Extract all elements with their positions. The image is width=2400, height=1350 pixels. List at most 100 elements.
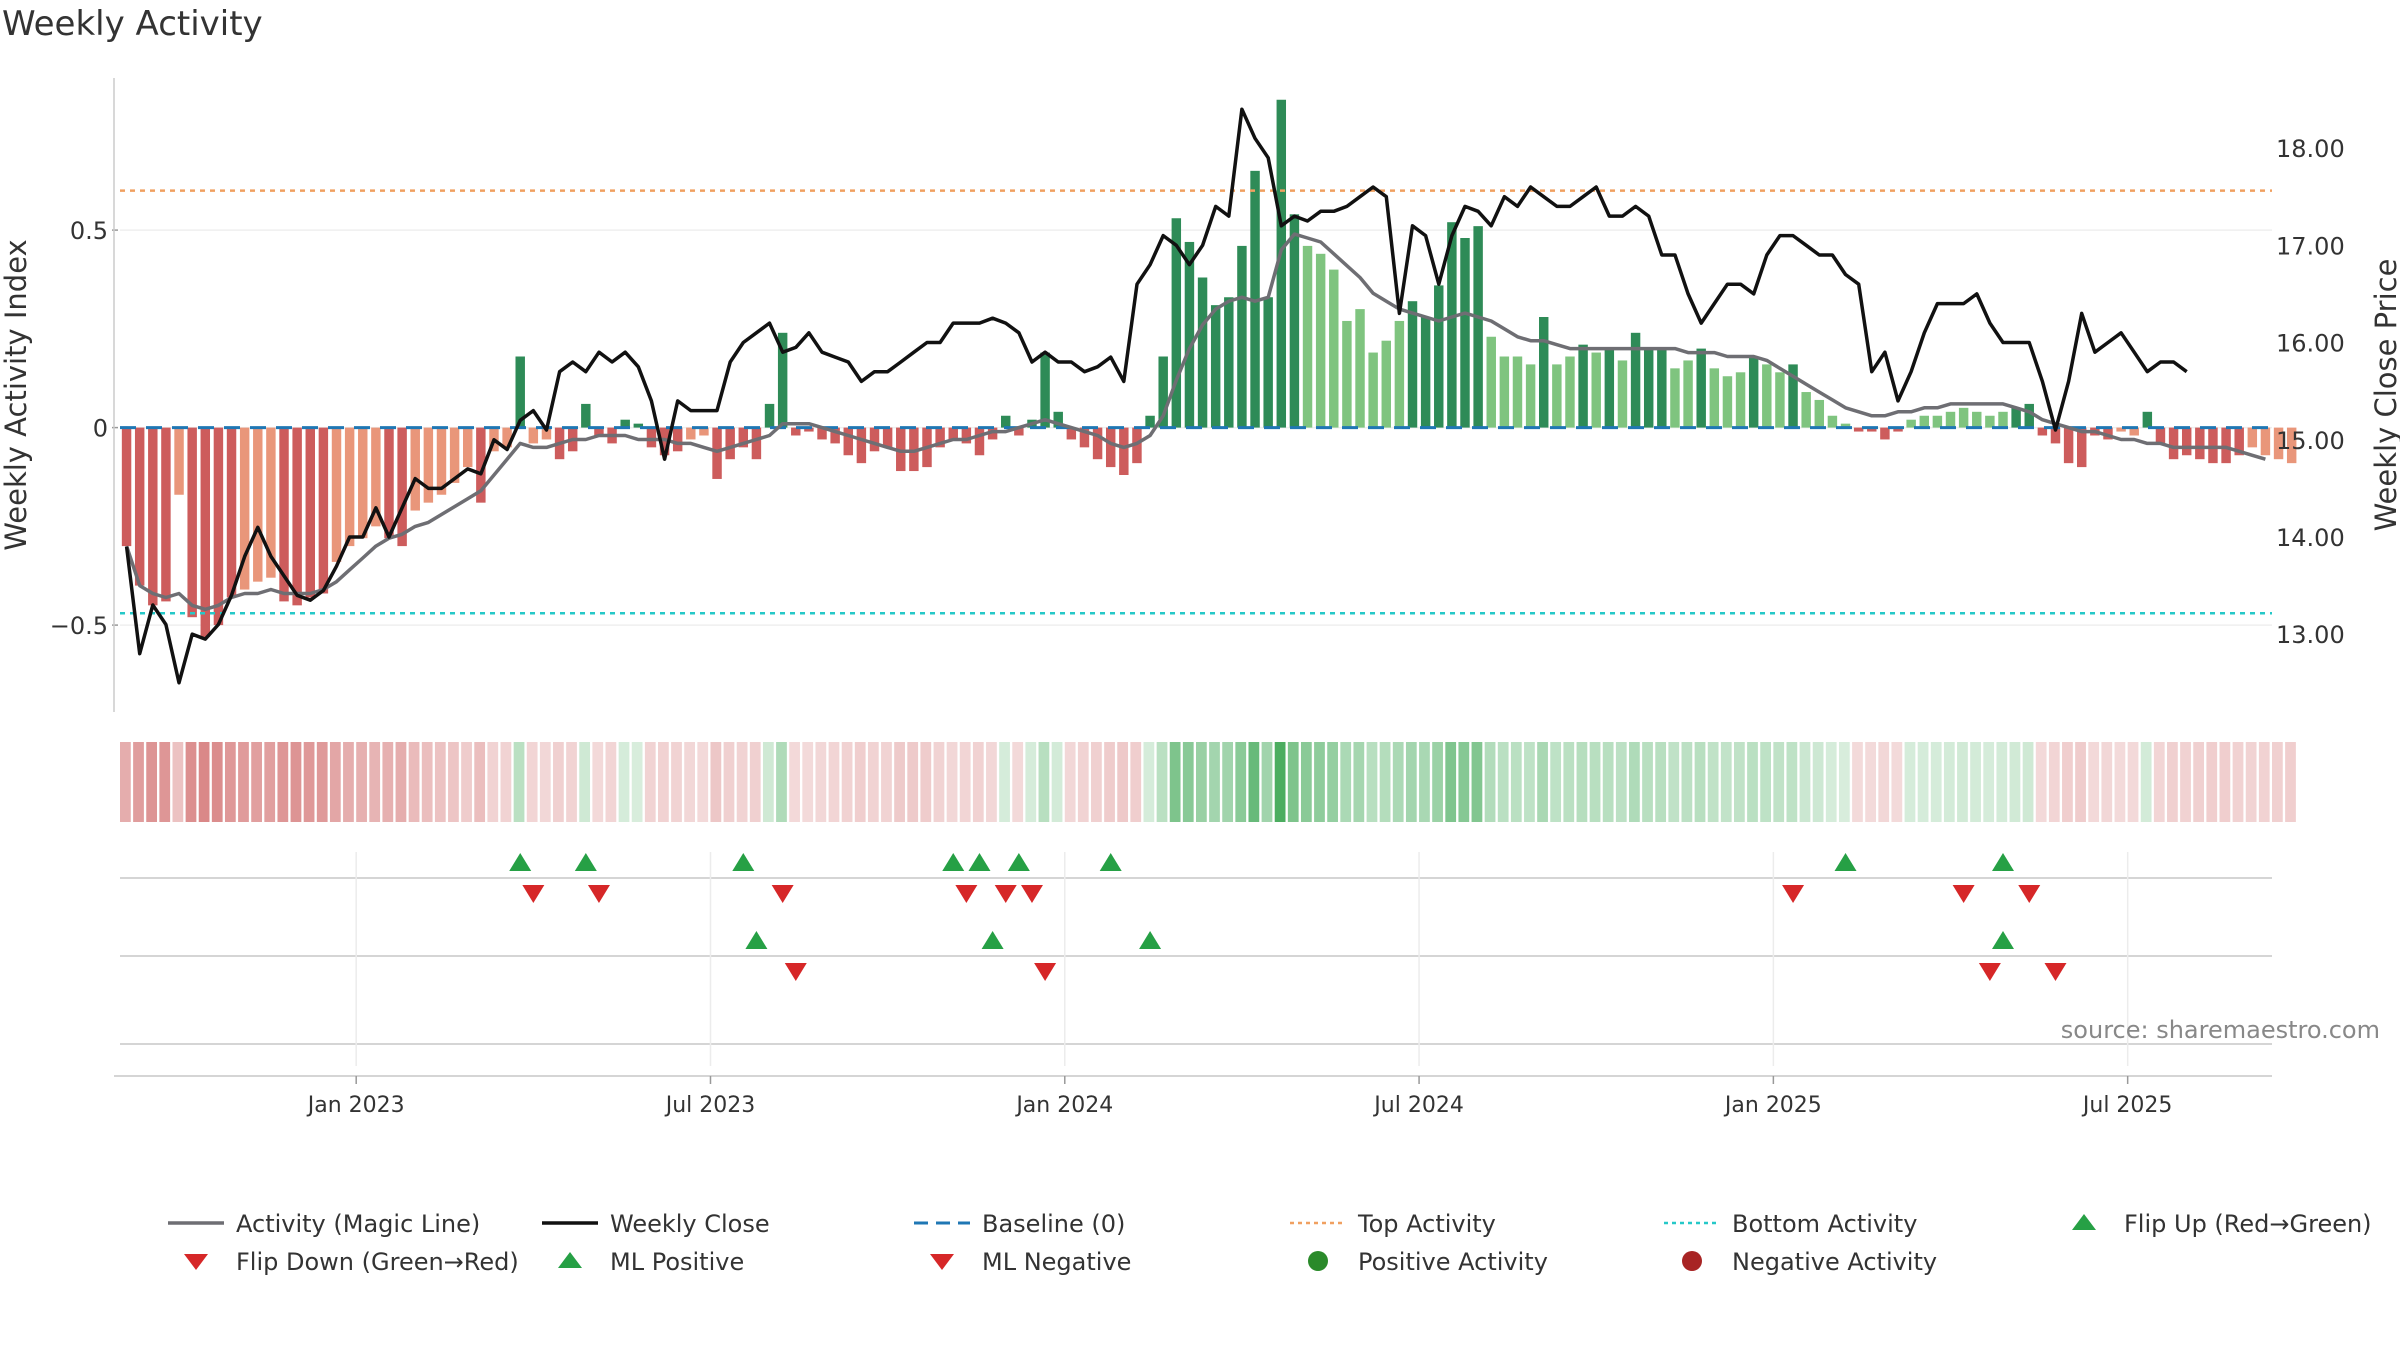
x-tick-label: Jul 2024 — [1372, 1093, 1464, 1118]
heat-cell — [500, 742, 512, 822]
activity-bar — [1145, 415, 1155, 428]
activity-bar — [1972, 411, 1982, 428]
heat-cell — [303, 742, 315, 822]
signal-down-marker — [2018, 885, 2041, 903]
activity-bar — [1040, 352, 1050, 428]
heat-cell — [487, 742, 499, 822]
signal-down-marker — [955, 885, 978, 903]
activity-bar — [1578, 344, 1588, 428]
signal-down-marker — [1952, 885, 1975, 903]
heat-cell — [1852, 742, 1863, 822]
activity-bar — [974, 427, 985, 456]
y-tick-label: 0.5 — [70, 217, 108, 245]
legend-label: Flip Up (Red→Green) — [2124, 1210, 2372, 1238]
heat-cell — [461, 742, 472, 822]
activity-bar — [449, 427, 460, 483]
heat-cell — [1405, 742, 1417, 822]
heat-cell — [2245, 742, 2257, 822]
activity-bar — [791, 427, 801, 436]
activity-bar — [1867, 427, 1877, 432]
signal-up-marker — [981, 931, 1004, 949]
heat-cell — [1419, 742, 1430, 822]
activity-bar — [358, 427, 368, 539]
signal-down-marker — [771, 885, 794, 903]
heat-cell — [1707, 742, 1719, 822]
heat-cell — [894, 742, 905, 822]
signal-down-marker — [784, 963, 807, 981]
activity-bar — [2155, 427, 2166, 444]
legend-triangle-up — [558, 1252, 582, 1268]
heat-cell — [1943, 742, 1955, 822]
heat-cell — [329, 742, 341, 822]
heat-cell — [1786, 742, 1798, 822]
heat-cell — [1064, 742, 1076, 822]
activity-bar — [764, 403, 775, 428]
heat-cell — [1629, 742, 1640, 822]
heat-cell — [1287, 742, 1299, 822]
activity-bar — [948, 427, 958, 440]
heat-cell — [120, 742, 131, 822]
weekly-close-line — [124, 107, 2188, 685]
magic-line — [124, 232, 2266, 612]
activity-bar — [1643, 348, 1654, 428]
heat-cell — [2140, 742, 2152, 822]
heat-cell — [1970, 742, 1981, 822]
legend-symbol — [542, 1221, 598, 1225]
heat-cell — [1261, 742, 1273, 822]
heat-cell — [1314, 742, 1325, 822]
activity-bar — [384, 427, 394, 539]
activity-bar — [1066, 427, 1077, 440]
activity-bar — [1919, 415, 1929, 428]
heat-cell — [933, 742, 945, 822]
axes: 0.5 0 −0.5 13.00 14.00 15.00 16.00 17.00 18.00 — [50, 78, 2345, 712]
signal-up-marker — [732, 853, 755, 871]
activity-bar — [2116, 427, 2126, 432]
heat-cell — [1327, 742, 1338, 822]
x-tick-label: Jul 2023 — [664, 1093, 756, 1118]
heat-cell — [2009, 742, 2021, 822]
heat-cell — [1353, 742, 1365, 822]
heat-cell — [671, 742, 682, 822]
heat-cell — [789, 742, 800, 822]
heat-cell — [1996, 742, 2008, 822]
heat-cell — [1117, 742, 1129, 822]
activity-bar — [1709, 368, 1720, 428]
heat-cell — [1602, 742, 1614, 822]
activity-bar — [1998, 411, 2008, 428]
heat-cell — [1300, 742, 1312, 822]
lines — [120, 107, 2272, 685]
signal-up-marker — [509, 853, 532, 871]
y-tick-label: −0.5 — [50, 612, 108, 640]
signal-up-marker — [1099, 853, 1122, 871]
legend-symbol — [1290, 1221, 1346, 1225]
activity-bar — [686, 427, 696, 440]
activity-bar — [896, 427, 906, 472]
activity-bar — [1788, 364, 1798, 428]
heat-cell — [749, 742, 761, 822]
activity-bar — [463, 427, 473, 468]
legend-symbol — [2072, 1214, 2096, 1230]
activity-bar — [856, 427, 867, 464]
activity-bar — [1289, 214, 1300, 428]
activity-bar — [134, 427, 145, 586]
signal-up-marker — [1992, 931, 2014, 949]
heat-cell — [999, 742, 1010, 822]
heat-cell — [697, 742, 709, 822]
heat-cell — [2088, 742, 2100, 822]
y2-axis-label: Weekly Close Price — [2369, 259, 2400, 532]
activity-bar — [1302, 245, 1313, 428]
heat-cell — [1274, 742, 1286, 822]
heat-cell — [2127, 742, 2139, 822]
activity-bar — [1132, 427, 1142, 464]
heat-cell — [1865, 742, 1876, 822]
heat-cell — [251, 742, 262, 822]
heat-cell — [867, 742, 879, 822]
activity-bar — [843, 427, 853, 456]
heat-cell — [133, 742, 144, 822]
signal-down-marker — [2044, 963, 2067, 981]
activity-bar — [1119, 427, 1129, 475]
legend-symbol — [914, 1221, 970, 1225]
activity-bar — [2260, 427, 2271, 456]
activity-bar — [528, 427, 539, 444]
y2-tick-label: 14.00 — [2276, 524, 2345, 552]
